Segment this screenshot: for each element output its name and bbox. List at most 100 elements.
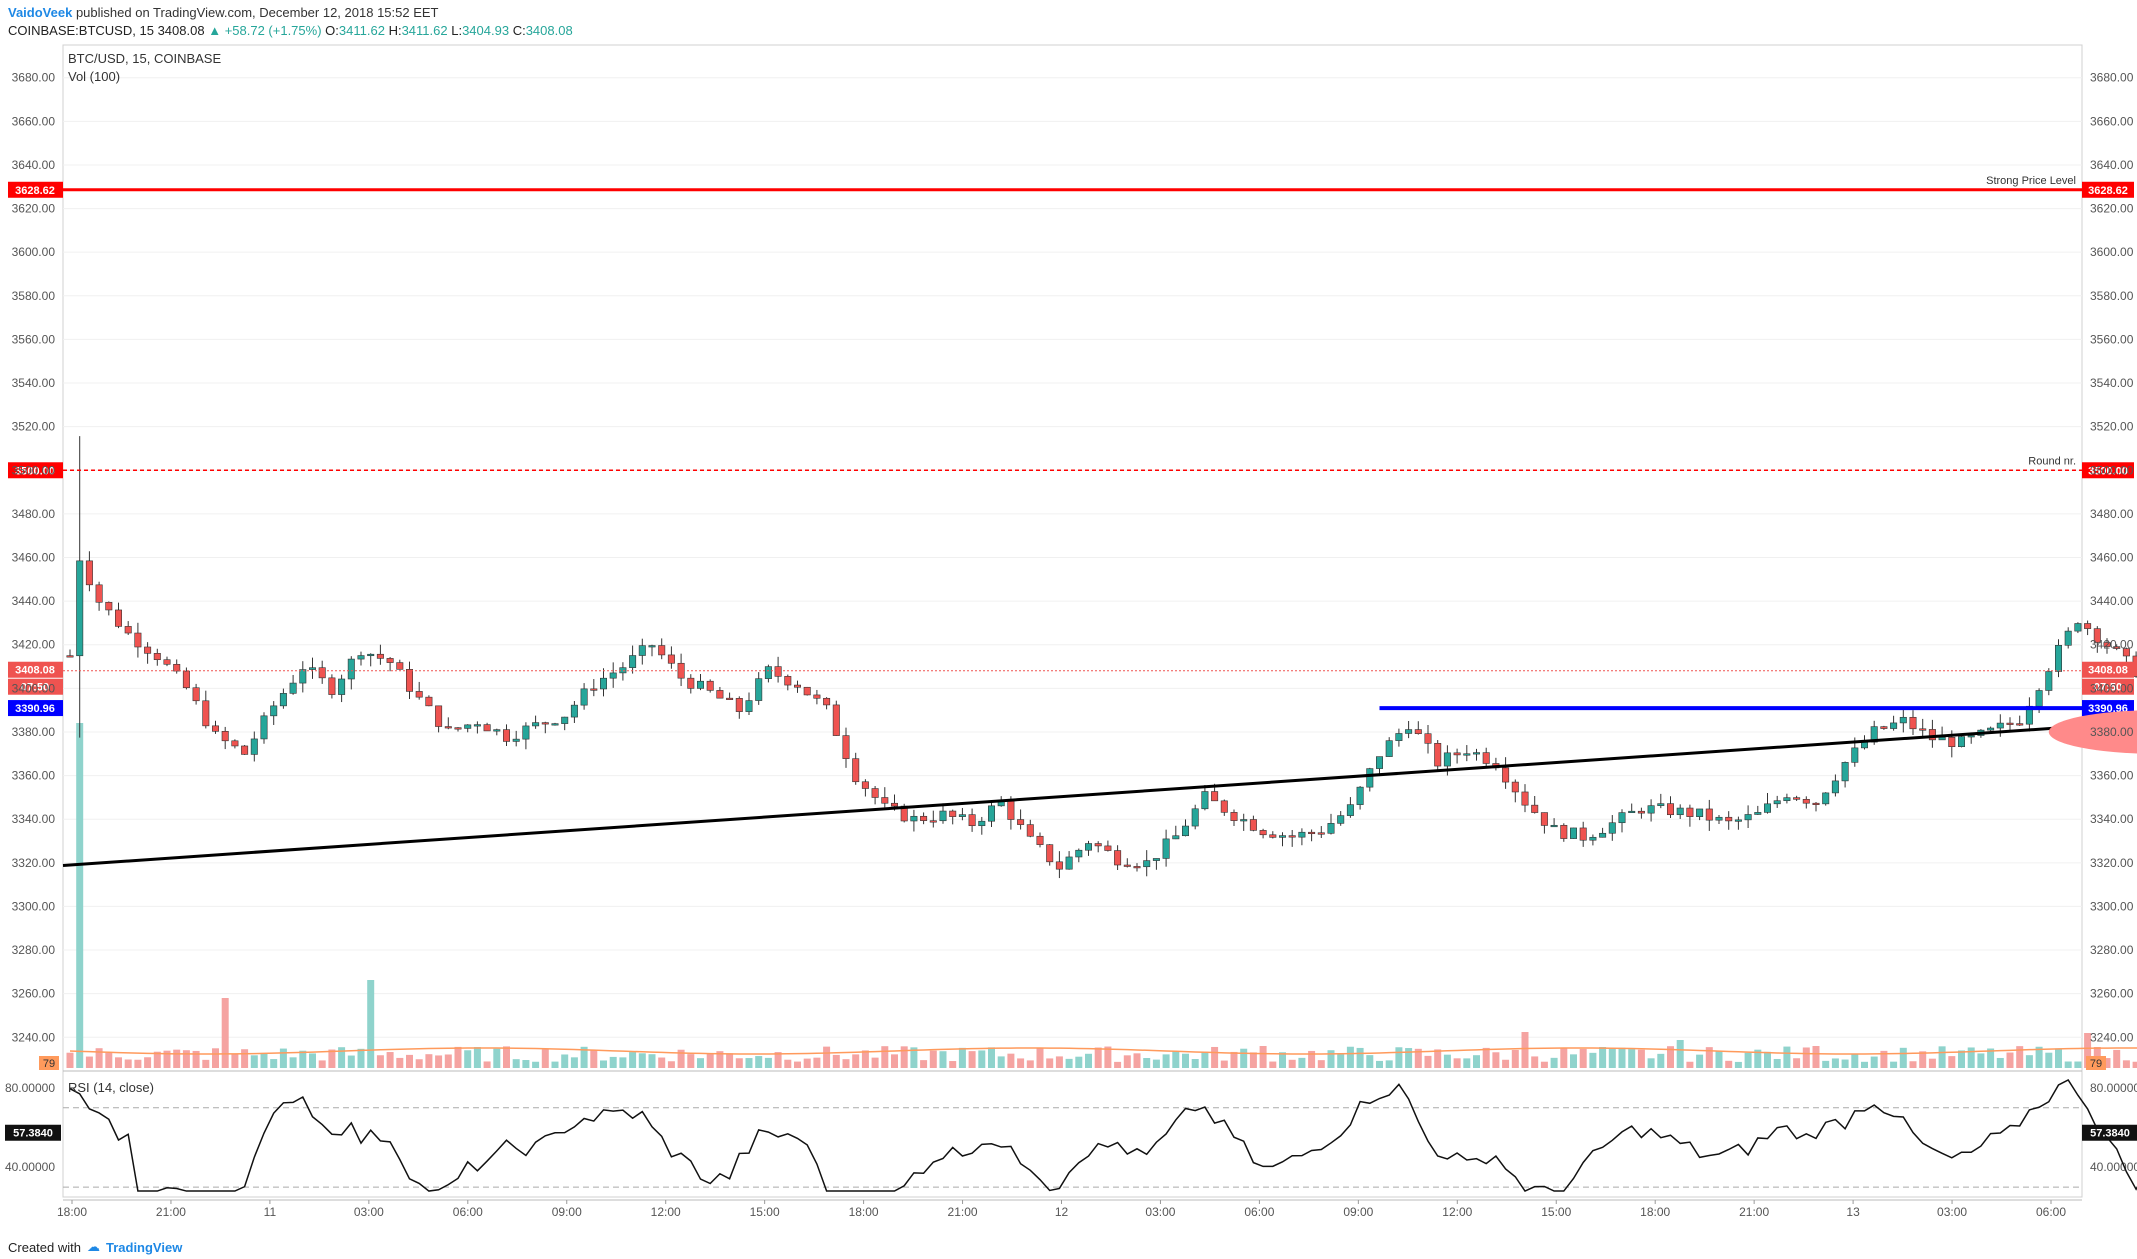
candle-body bbox=[1230, 812, 1238, 821]
tradingview-brand[interactable]: TradingView bbox=[105, 1239, 183, 1255]
volume-bar bbox=[551, 1061, 559, 1068]
volume-bar bbox=[1977, 1053, 1985, 1068]
rsi-tick-left: 40.00000 bbox=[5, 1160, 55, 1174]
candle-body bbox=[1987, 727, 1995, 731]
price-tag-left bbox=[8, 462, 63, 479]
volume-bar bbox=[1822, 1060, 1830, 1068]
volume-bar bbox=[1337, 1054, 1345, 1068]
volume-bar bbox=[784, 1059, 792, 1068]
candle-body bbox=[1715, 816, 1723, 821]
x-tick: 09:00 bbox=[1343, 1205, 1373, 1219]
candle-body bbox=[1482, 752, 1490, 764]
candle-body bbox=[153, 653, 161, 661]
candle-body bbox=[1667, 803, 1675, 816]
candle-body bbox=[823, 697, 831, 706]
legend-rsi: RSI (14, close) bbox=[68, 1080, 154, 1095]
rsi-tag-right-text: 57.3840 bbox=[2090, 1128, 2130, 1140]
volume-bar bbox=[1676, 1040, 1684, 1068]
volume-bar bbox=[716, 1051, 724, 1068]
volume-bar bbox=[852, 1054, 860, 1068]
candle-body bbox=[85, 560, 93, 586]
volume-bar bbox=[861, 1050, 869, 1068]
y-tick-left: 3600.00 bbox=[12, 245, 56, 259]
volume-bar bbox=[891, 1054, 898, 1068]
volume-bars bbox=[66, 723, 2137, 1068]
author-link[interactable]: VaidoVeek bbox=[8, 5, 73, 20]
candle-body bbox=[599, 677, 607, 690]
candle-body bbox=[929, 820, 937, 823]
volume-bar bbox=[1065, 1058, 1073, 1068]
candle-body bbox=[2103, 642, 2111, 647]
volume-bar bbox=[813, 1057, 821, 1068]
volume-bar bbox=[1482, 1047, 1490, 1068]
volume-bar bbox=[270, 1059, 278, 1068]
volume-bar bbox=[328, 1049, 336, 1068]
candle-body bbox=[1531, 804, 1539, 813]
candle-body bbox=[1385, 740, 1393, 757]
y-tick-right: 3320.00 bbox=[2090, 856, 2134, 870]
volume-bar bbox=[163, 1050, 171, 1068]
candle-body bbox=[1395, 733, 1403, 741]
candle-body bbox=[1540, 812, 1548, 826]
volume-bar bbox=[1987, 1048, 1995, 1068]
candle-body bbox=[512, 738, 520, 742]
candle-body bbox=[2055, 644, 2063, 672]
candle-body bbox=[1463, 753, 1471, 756]
candle-body bbox=[1162, 838, 1170, 859]
candle-body bbox=[968, 814, 976, 827]
candle-body bbox=[1870, 726, 1878, 743]
volume-bar bbox=[1754, 1049, 1762, 1068]
drawings: Strong Price Level 3628.62 3628.62 Round nr… bbox=[8, 175, 2137, 1070]
x-tick: 03:00 bbox=[1937, 1205, 1967, 1219]
volume-bar bbox=[464, 1050, 472, 1068]
volume-bar bbox=[1715, 1051, 1723, 1068]
volume-bar bbox=[1540, 1061, 1548, 1068]
volume-bar bbox=[745, 1058, 753, 1068]
y-tick-left: 3560.00 bbox=[12, 332, 56, 346]
candle-body bbox=[144, 646, 152, 654]
volume-bar bbox=[2006, 1052, 2014, 1068]
y-tick-left: 3420.00 bbox=[12, 638, 56, 652]
volume-bar bbox=[658, 1057, 666, 1068]
candle-body bbox=[134, 632, 142, 648]
volume-bar bbox=[1802, 1047, 1810, 1068]
volume-bar bbox=[1948, 1056, 1956, 1068]
volume-bar bbox=[1143, 1058, 1151, 1068]
x-tick: 06:00 bbox=[2036, 1205, 2066, 1219]
candle-body bbox=[1502, 767, 1510, 783]
candle-body bbox=[483, 724, 491, 732]
price-tag-left-text: 3500.00 bbox=[15, 465, 55, 477]
volume-bar bbox=[580, 1046, 588, 1068]
volume-bar bbox=[1831, 1058, 1839, 1068]
price-level-label: Strong Price Level bbox=[1986, 175, 2076, 187]
volume-bar bbox=[1521, 1032, 1529, 1068]
candle-body bbox=[1026, 824, 1034, 837]
volume-bar bbox=[231, 1053, 239, 1068]
candle-body bbox=[1851, 747, 1859, 763]
volume-bar bbox=[1395, 1047, 1403, 1068]
volume-bar bbox=[638, 1053, 646, 1068]
volume-bar bbox=[503, 1046, 510, 1068]
volume-bar bbox=[1880, 1050, 1888, 1068]
last-price: 3408.08 bbox=[157, 23, 205, 38]
candle-body bbox=[1579, 827, 1587, 841]
candle-body bbox=[551, 723, 559, 726]
candle-body bbox=[318, 667, 326, 679]
candle-body bbox=[1017, 819, 1025, 825]
rsi-line bbox=[69, 1078, 2137, 1192]
candle-body bbox=[881, 797, 889, 804]
target-zone-ellipse bbox=[2048, 710, 2137, 754]
volume-bar bbox=[2103, 1058, 2111, 1068]
volume-bar bbox=[590, 1049, 598, 1068]
candle-body bbox=[1511, 781, 1519, 793]
candle-body bbox=[473, 724, 481, 727]
y-tick-left: 3440.00 bbox=[12, 594, 56, 608]
y-tick-right: 3600.00 bbox=[2090, 245, 2134, 259]
volume-bar bbox=[1017, 1058, 1025, 1068]
candle-body bbox=[1938, 736, 1946, 741]
y-tick-right: 3580.00 bbox=[2090, 289, 2134, 303]
candle-body bbox=[1123, 864, 1131, 867]
y-tick-right: 3240.00 bbox=[2090, 1030, 2134, 1044]
volume-bar bbox=[1046, 1058, 1054, 1068]
